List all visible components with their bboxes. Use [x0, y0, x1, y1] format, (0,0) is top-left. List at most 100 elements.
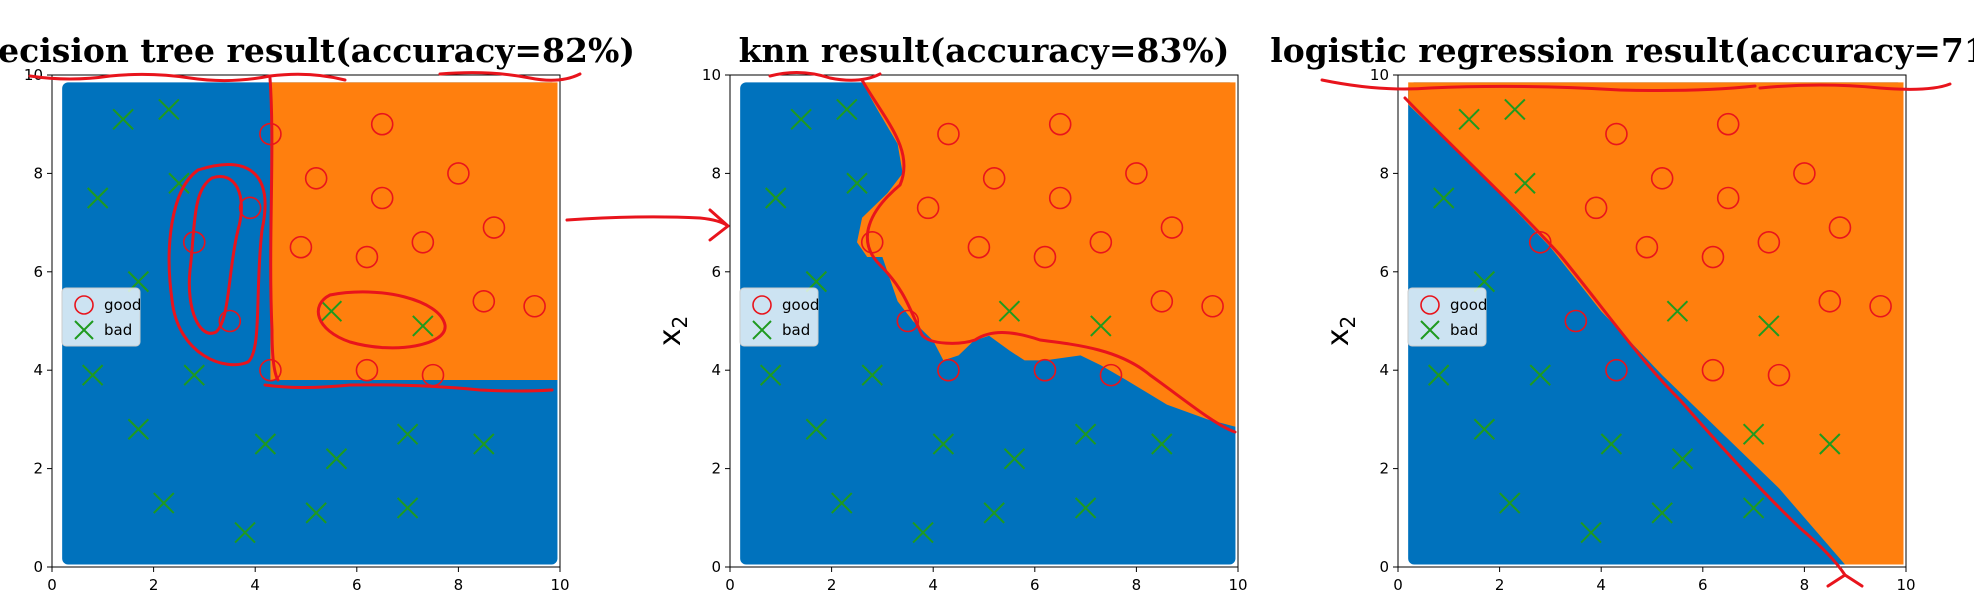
annotation-stroke [768, 71, 882, 82]
good-point [1033, 245, 1057, 269]
bad-point [112, 108, 134, 130]
good-point [1584, 196, 1608, 220]
x-tick-label: 0 [725, 576, 735, 594]
chart-title: decision tree result(accuracy=82%) [0, 31, 635, 70]
bad-point [234, 521, 256, 544]
good-point [982, 167, 1006, 190]
bad-point [325, 448, 348, 470]
good-point [937, 358, 960, 382]
legend-label: good [104, 296, 141, 314]
legend-good-marker [1420, 295, 1440, 315]
good-point [1048, 186, 1072, 210]
legend-bad-marker [752, 320, 772, 340]
bad-point [412, 315, 434, 337]
good-point [1089, 230, 1113, 254]
annotation-stroke [268, 76, 280, 382]
bad-point [1090, 315, 1112, 337]
legend-good-marker [74, 295, 94, 315]
legend-bad-marker [74, 320, 94, 340]
bad-point [1819, 433, 1841, 455]
bad-point [1458, 108, 1480, 130]
good-point [937, 122, 960, 146]
good-point [411, 230, 435, 254]
x-tick-label: 0 [47, 576, 57, 594]
good-point [523, 294, 546, 318]
bad-point [168, 172, 190, 194]
y-tick-label: 4 [1379, 361, 1389, 379]
bad-point [861, 364, 883, 386]
good-point [1828, 216, 1852, 239]
x-tick-label: 2 [827, 576, 837, 594]
legend: good bad [739, 287, 819, 347]
axes-frame [1397, 74, 1907, 568]
x-tick-label: 6 [1698, 576, 1708, 594]
annotation-stroke [860, 78, 1237, 434]
chart-title: knn result(accuracy=83%) [739, 31, 1230, 70]
x-tick-label: 8 [454, 576, 464, 594]
annotation-stroke [1320, 78, 1952, 92]
x-tick-label: 4 [250, 576, 260, 594]
legend-label: bad [782, 321, 810, 339]
x-tick-label: 6 [1030, 576, 1040, 594]
legend-bad-marker [1420, 320, 1440, 340]
legend-good-marker [752, 295, 772, 315]
bad-point [396, 497, 419, 519]
bad-point [805, 418, 828, 440]
y-tick-label: 2 [33, 460, 43, 478]
good-point [355, 245, 379, 269]
good-point [1605, 358, 1628, 382]
annotation-stroke [316, 290, 447, 350]
bad-point [759, 364, 782, 386]
bad-point [1074, 423, 1097, 445]
annotation-stroke [28, 72, 347, 83]
good-point [1033, 358, 1057, 382]
bad-point [1666, 300, 1689, 322]
knn-panel: 0 2 4 6 8 10 0 2 4 6 8 10 x2 good bad knn result(accura… [653, 31, 1248, 594]
x-tick-label: 0 [1393, 576, 1403, 594]
y-tick-label: 8 [1379, 164, 1389, 182]
bad-point [932, 433, 955, 455]
bad-point [912, 521, 934, 544]
bad-point [846, 172, 868, 194]
bad-point [765, 187, 787, 209]
handwritten-annotations [28, 71, 1952, 588]
bad-point [305, 502, 327, 524]
x-tick-label: 2 [149, 576, 159, 594]
legend-label: good [782, 296, 819, 314]
good-point [1793, 162, 1816, 185]
good-point [370, 112, 394, 136]
bad-point [1742, 423, 1765, 445]
good-point [1150, 290, 1174, 313]
y-axis-label: x2 [653, 316, 692, 347]
good-point [447, 162, 470, 185]
bad-point [396, 423, 419, 445]
bad-point [473, 433, 495, 455]
good-point [355, 358, 379, 382]
x-tick-label: 4 [928, 576, 938, 594]
good-point [1160, 216, 1184, 239]
good-point [1635, 235, 1659, 259]
x-tick-label: 10 [1228, 576, 1247, 594]
y-tick-label: 0 [1379, 558, 1389, 576]
good-point [1650, 167, 1674, 190]
x-tick-label: 4 [1596, 576, 1606, 594]
bad-point [320, 300, 343, 322]
x-tick-label: 8 [1800, 576, 1810, 594]
y-tick-label: 0 [711, 558, 721, 576]
x-tick-label: 6 [352, 576, 362, 594]
good-point [472, 290, 496, 313]
bad-point [183, 364, 205, 386]
bad-point [836, 98, 858, 121]
good-point [482, 216, 506, 239]
bad-point [1671, 448, 1694, 470]
bad-point [1427, 364, 1450, 386]
good-point [1757, 230, 1781, 254]
bad-point [1529, 364, 1551, 386]
bad-point [81, 364, 104, 386]
bad-point [831, 492, 853, 514]
good-point [967, 235, 991, 259]
good-point [1564, 309, 1588, 333]
good-point [1716, 186, 1740, 210]
y-tick-label: 2 [711, 460, 721, 478]
legend: good bad [61, 287, 141, 347]
